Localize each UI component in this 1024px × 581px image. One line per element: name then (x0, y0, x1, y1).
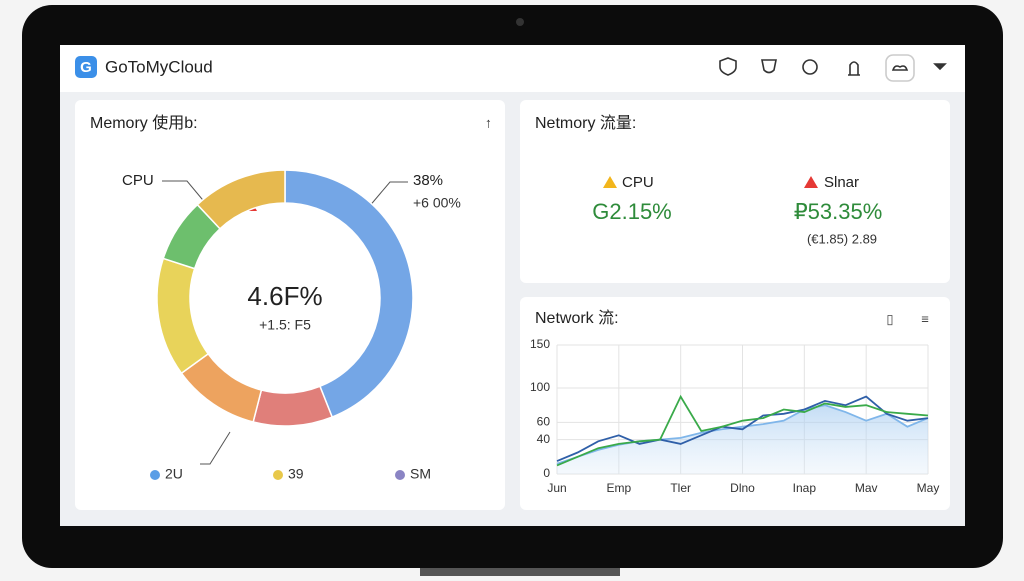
callout: 38% (413, 172, 443, 189)
callout-lines (162, 180, 408, 465)
logo-g: G (80, 59, 92, 76)
y-tick-label: 100 (530, 380, 550, 394)
legend-dot (395, 470, 405, 480)
cloud-button[interactable] (885, 54, 915, 82)
legend-label: 2U (165, 466, 183, 482)
x-tick-label: Dlno (730, 481, 755, 495)
panel-title: Memory 使用b: (90, 114, 198, 132)
x-tick-label: Emp (606, 481, 631, 495)
x-tick-label: Mav (855, 481, 878, 495)
stat-sub: (€1.85) 2.89 (807, 231, 877, 246)
stat-label: CPU (622, 174, 654, 191)
chart-icon[interactable]: ▯ (886, 311, 893, 326)
panel-title: Network 流: (535, 309, 619, 327)
network-panel (520, 297, 950, 510)
stat-value: G2.15% (592, 199, 672, 224)
donut-segment (284, 169, 414, 418)
cloud-icon[interactable] (891, 65, 909, 71)
x-tick-label: Inap (793, 481, 817, 495)
donut-segment (252, 385, 334, 427)
dropdown[interactable] (933, 63, 947, 71)
legend-label: 39 (288, 466, 304, 482)
y-tick-label: 40 (537, 432, 551, 446)
panel-title: Netmory 流量: (535, 114, 636, 132)
callout: CPU (122, 172, 154, 189)
logo (75, 56, 97, 78)
x-tick-label: May (917, 481, 940, 495)
y-tick-label: 0 (543, 466, 550, 480)
warning-icon (804, 176, 818, 188)
area (557, 405, 928, 474)
stats-panel (520, 100, 950, 283)
warning-icon (603, 176, 617, 188)
menu-icon[interactable]: ≡ (921, 311, 929, 326)
memory-panel (75, 100, 505, 510)
camera (516, 18, 524, 26)
callout: +6 00% (413, 195, 461, 211)
legend-label: SM (410, 466, 431, 482)
x-tick-label: Jun (547, 481, 566, 495)
legend-dot (273, 470, 283, 480)
line (556, 395, 929, 462)
stat-label: Slnar (824, 174, 859, 191)
legend-dot (150, 470, 160, 480)
y-tick-label: 150 (530, 337, 550, 351)
settings-icon[interactable] (802, 59, 818, 75)
center-label: +1.5: F5 (259, 317, 311, 333)
stat-value: ₽53.35% (794, 199, 883, 224)
bell-icon[interactable] (848, 61, 860, 76)
y-tick-label: 60 (537, 415, 551, 429)
line (556, 394, 929, 467)
app-title: GoToMyCloud (105, 57, 213, 76)
sort-icon[interactable]: ↑ (485, 115, 492, 131)
x-tick-label: Tler (670, 481, 691, 495)
center-value: 4.6F% (247, 281, 322, 311)
donut-segment (196, 169, 286, 230)
bag-icon[interactable] (761, 59, 777, 74)
header (60, 45, 965, 92)
header-icons[interactable] (719, 54, 947, 82)
shield-icon[interactable] (719, 57, 737, 76)
